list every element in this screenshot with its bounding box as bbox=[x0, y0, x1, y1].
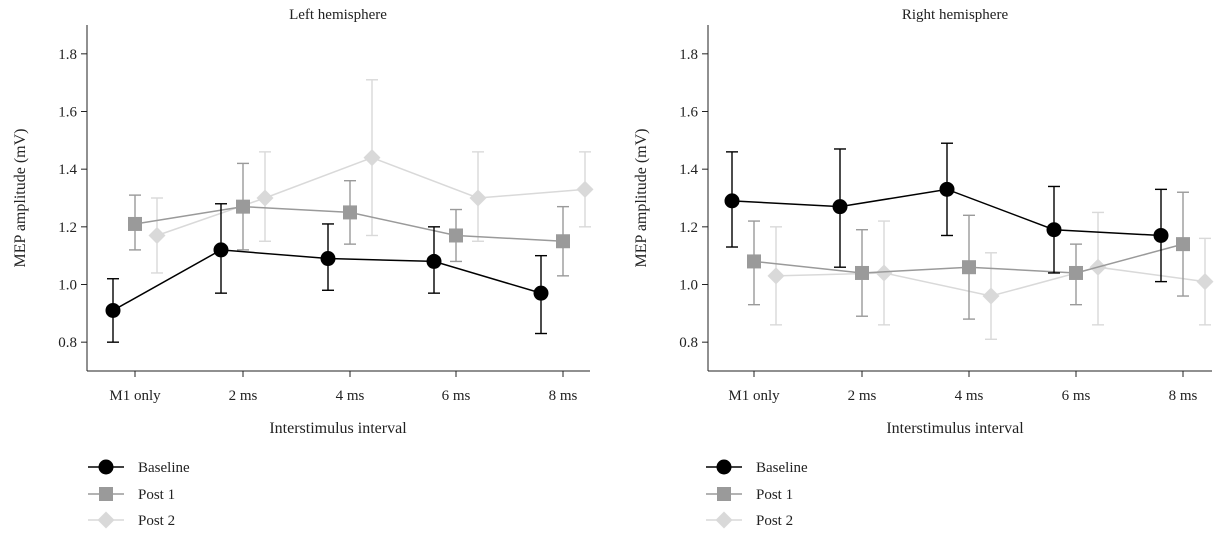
x-tick-label: 2 ms bbox=[229, 388, 258, 404]
legend: Baseline Post 1 Post 2 bbox=[88, 459, 190, 529]
series-post-1 bbox=[128, 162, 570, 277]
data-point bbox=[875, 264, 893, 282]
data-point bbox=[213, 242, 229, 258]
y-tick-label: 1.0 bbox=[679, 278, 698, 294]
data-point bbox=[256, 189, 274, 207]
y-tick-label: 0.8 bbox=[58, 335, 77, 351]
series-post-1 bbox=[747, 191, 1190, 320]
y-tick-label: 1.8 bbox=[58, 47, 77, 63]
x-tick-label: M1 only bbox=[109, 388, 161, 404]
x-tick-label: 8 ms bbox=[1169, 388, 1198, 404]
x-tick-label: 4 ms bbox=[955, 388, 984, 404]
data-point bbox=[832, 199, 848, 215]
data-point bbox=[1176, 237, 1190, 252]
legend-entry: Baseline bbox=[756, 460, 808, 476]
y-tick-label: 1.6 bbox=[58, 105, 77, 121]
x-tick-label: 8 ms bbox=[549, 388, 578, 404]
series-post-2 bbox=[148, 79, 594, 274]
chart-title: Right hemisphere bbox=[902, 7, 1009, 23]
data-point bbox=[533, 285, 549, 301]
data-point bbox=[855, 265, 869, 280]
legend-entry: Post 1 bbox=[138, 487, 175, 503]
y-axis-label: MEP amplitude (mV) bbox=[633, 129, 650, 268]
legend-entry: Post 2 bbox=[138, 513, 175, 529]
y-tick-label: 1.0 bbox=[58, 278, 77, 294]
panel-right-hemisphere: Right hemisphere 0.8 1.0 1.2 1.4 1.6 1.8 M1 onl… bbox=[633, 7, 1214, 529]
y-tick-label: 0.8 bbox=[679, 335, 698, 351]
x-axis-label: Interstimulus interval bbox=[269, 420, 407, 437]
data-point bbox=[343, 205, 357, 220]
legend-marker bbox=[98, 459, 114, 475]
legend-entry: Post 1 bbox=[756, 487, 793, 503]
data-point bbox=[939, 181, 955, 197]
data-point bbox=[982, 287, 1000, 305]
chart-title: Left hemisphere bbox=[289, 7, 387, 23]
data-point bbox=[724, 193, 740, 209]
legend-marker bbox=[716, 459, 732, 475]
data-point bbox=[767, 267, 785, 285]
data-point bbox=[105, 302, 121, 318]
y-tick-label: 1.6 bbox=[679, 105, 698, 121]
x-tick-label: 2 ms bbox=[848, 388, 877, 404]
series-baseline bbox=[724, 142, 1169, 283]
data-point bbox=[556, 234, 570, 249]
data-point bbox=[320, 251, 336, 267]
x-tick-label: 6 ms bbox=[442, 388, 471, 404]
legend-marker bbox=[717, 487, 731, 501]
data-point bbox=[449, 228, 463, 243]
y-tick-label: 1.2 bbox=[58, 220, 77, 236]
data-point bbox=[426, 253, 442, 269]
panel-left-hemisphere: Left hemisphere 0.8 1.0 1.2 1.4 1.6 1.8 M1 only… bbox=[12, 7, 594, 529]
data-point bbox=[148, 226, 166, 244]
y-axis-label: MEP amplitude (mV) bbox=[12, 129, 29, 268]
data-point bbox=[1196, 273, 1214, 291]
data-point bbox=[1046, 222, 1062, 238]
y-tick-label: 1.8 bbox=[679, 47, 698, 63]
series-post-2 bbox=[767, 211, 1214, 340]
data-point bbox=[236, 199, 250, 214]
data-point bbox=[747, 254, 761, 269]
x-tick-label: 4 ms bbox=[336, 388, 365, 404]
x-axis-label: Interstimulus interval bbox=[886, 420, 1024, 437]
series-baseline bbox=[105, 203, 549, 343]
data-point bbox=[1153, 227, 1169, 243]
data-point bbox=[128, 216, 142, 231]
y-tick-label: 1.2 bbox=[679, 220, 698, 236]
legend-marker bbox=[97, 511, 115, 529]
data-point bbox=[962, 260, 976, 275]
data-point bbox=[469, 189, 487, 207]
legend: Baseline Post 1 Post 2 bbox=[706, 459, 808, 529]
x-tick-label: 6 ms bbox=[1062, 388, 1091, 404]
y-tick-label: 1.4 bbox=[679, 162, 698, 178]
legend-marker bbox=[99, 487, 113, 501]
legend-marker bbox=[715, 511, 733, 529]
legend-entry: Baseline bbox=[138, 460, 190, 476]
y-tick-label: 1.4 bbox=[58, 162, 77, 178]
data-point bbox=[1069, 265, 1083, 280]
legend-entry: Post 2 bbox=[756, 513, 793, 529]
data-point bbox=[576, 180, 594, 198]
data-point bbox=[363, 149, 381, 167]
x-tick-label: M1 only bbox=[728, 388, 780, 404]
